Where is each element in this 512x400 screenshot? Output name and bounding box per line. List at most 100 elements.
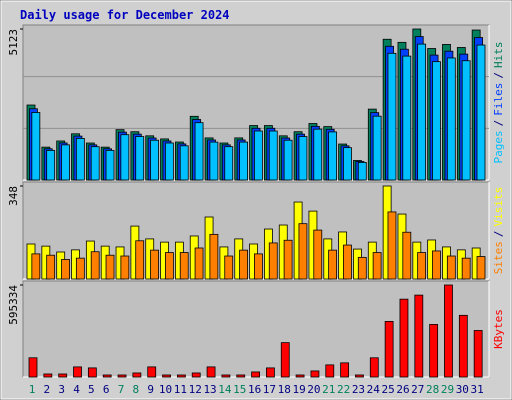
x-tick-label: 6	[103, 383, 110, 396]
bar	[105, 254, 115, 280]
x-tick-label: 1	[29, 383, 36, 396]
bar	[221, 374, 231, 378]
bar	[75, 257, 85, 280]
bar	[179, 252, 189, 280]
x-tick-label: 19	[292, 383, 305, 396]
bar	[102, 374, 112, 378]
bar	[387, 52, 397, 181]
legend: Sites / Visits	[492, 187, 505, 275]
bar	[150, 139, 159, 181]
bar	[61, 144, 70, 181]
bar	[236, 374, 246, 378]
x-tick-label: 16	[248, 383, 261, 396]
x-tick-label: 11	[174, 383, 187, 396]
bar	[61, 259, 70, 280]
bar	[446, 57, 456, 181]
y-tick-label: 595334	[7, 285, 20, 325]
bar	[31, 112, 41, 181]
bar	[384, 320, 394, 378]
legend-separator: /	[492, 120, 505, 127]
bar	[283, 139, 293, 181]
bar	[328, 249, 338, 280]
y-tick-label: 5123	[7, 29, 20, 56]
legend-entry: Sites	[492, 241, 505, 274]
x-tick-label: 27	[411, 383, 424, 396]
bar	[355, 374, 364, 378]
legend-separator: /	[492, 72, 505, 79]
bar	[209, 141, 219, 181]
bar	[387, 211, 397, 280]
bar	[176, 374, 186, 378]
bar	[58, 373, 68, 378]
bar	[75, 138, 85, 181]
bar	[194, 122, 204, 181]
bar	[251, 371, 260, 378]
x-tick-label: 15	[233, 383, 246, 396]
legend: Pages / Files / Hits	[492, 42, 505, 164]
x-tick-label: 26	[396, 383, 409, 396]
legend-entry: Files	[492, 83, 505, 116]
x-tick-label: 22	[337, 383, 350, 396]
bar	[266, 367, 275, 378]
x-tick-label: 8	[133, 383, 140, 396]
bar	[90, 251, 100, 280]
bar	[43, 373, 53, 378]
bar	[87, 367, 97, 378]
bar	[46, 254, 56, 280]
bar	[313, 229, 323, 280]
bar	[298, 136, 308, 181]
bar	[444, 284, 453, 378]
bar	[372, 115, 382, 181]
bar	[135, 136, 145, 181]
x-tick-label: 28	[426, 383, 439, 396]
bar	[206, 366, 216, 378]
bar	[254, 253, 263, 280]
legend-entry: KBytes	[492, 309, 505, 349]
bar	[224, 146, 234, 181]
legend: KBytes	[492, 309, 505, 349]
bar	[28, 357, 38, 378]
x-tick-label: 12	[189, 383, 202, 396]
bar	[402, 55, 412, 181]
bar	[414, 294, 424, 378]
bar	[162, 374, 171, 378]
x-tick-label: 20	[307, 383, 320, 396]
legend-entry: Hits	[492, 42, 505, 69]
bar	[473, 330, 483, 378]
x-tick-label: 13	[203, 383, 216, 396]
x-tick-label: 7	[118, 383, 125, 396]
bar	[432, 61, 441, 181]
bar	[357, 256, 367, 280]
bar	[461, 257, 471, 280]
bar	[179, 145, 189, 181]
bar	[325, 364, 335, 378]
bar	[328, 131, 338, 181]
bar	[31, 253, 41, 280]
legend-separator: /	[492, 231, 505, 238]
bar	[280, 342, 290, 378]
bar	[298, 223, 308, 280]
bar	[476, 256, 486, 280]
legend-entry: Visits	[492, 187, 505, 227]
bar	[295, 374, 305, 378]
x-tick-label: 31	[471, 383, 484, 396]
bar	[446, 255, 456, 280]
bar	[343, 244, 352, 280]
bar	[164, 252, 174, 280]
bar	[120, 255, 130, 280]
bar	[476, 44, 486, 181]
bar	[357, 162, 367, 181]
bar	[120, 134, 130, 181]
bar	[132, 372, 142, 378]
chart-title: Daily usage for December 2024	[20, 8, 230, 22]
bar	[224, 255, 234, 280]
bar	[254, 130, 263, 181]
x-tick-label: 17	[263, 383, 276, 396]
bar	[369, 357, 379, 378]
bar	[150, 249, 159, 280]
x-tick-label: 21	[322, 383, 335, 396]
x-tick-label: 30	[456, 383, 469, 396]
legend-entry: Pages	[492, 130, 505, 163]
